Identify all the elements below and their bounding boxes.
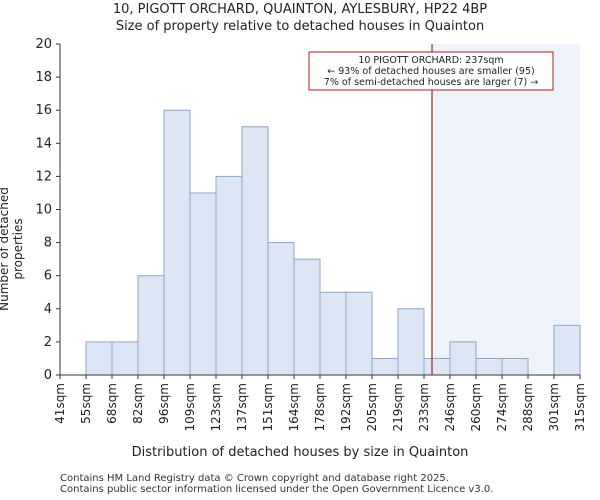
bar [111, 341, 139, 376]
x-tick-label: 55sqm [79, 383, 93, 424]
annotation-line-1: 10 PIGOTT ORCHARD: 237sqm [358, 55, 503, 66]
annotation-box [308, 51, 554, 91]
x-tick-label: 137sqm [235, 383, 249, 431]
y-tick-label: 0 [44, 368, 52, 383]
y-tick-label: 14 [35, 136, 52, 151]
x-tick-label: 96sqm [157, 383, 171, 424]
x-tick-label: 205sqm [365, 383, 379, 431]
bar [241, 126, 269, 376]
bar [319, 291, 347, 376]
x-tick-label: 109sqm [183, 383, 197, 431]
x-tick-label: 288sqm [521, 383, 535, 431]
bar [85, 341, 113, 376]
x-tick-label: 260sqm [469, 383, 483, 431]
bar [371, 357, 399, 376]
y-axis-label: Number of detached properties [0, 187, 25, 311]
bar [475, 357, 503, 376]
x-tick-label: 178sqm [313, 383, 327, 431]
y-tick-label: 8 [44, 236, 52, 251]
highlight-region [432, 44, 580, 375]
bar [423, 357, 451, 376]
annotation-line-3: 7% of semi-detached houses are larger (7… [324, 77, 538, 88]
x-tick-label: 82sqm [131, 383, 145, 424]
chart-subtitle: Size of property relative to detached ho… [115, 19, 485, 34]
bar [449, 341, 477, 376]
bar [397, 308, 425, 376]
footer-line-1: Contains HM Land Registry data © Crown c… [60, 473, 449, 484]
y-tick-label: 20 [35, 37, 52, 52]
footer-line-2: Contains public sector information licen… [60, 484, 494, 495]
y-tick-label: 18 [35, 70, 52, 85]
x-tick-label: 151sqm [261, 383, 275, 431]
x-tick-label: 274sqm [495, 383, 509, 431]
bar [501, 357, 529, 376]
bar [293, 258, 321, 376]
x-tick-label: 164sqm [287, 383, 301, 431]
x-tick-label: 41sqm [53, 383, 67, 424]
y-tick-label: 10 [35, 203, 52, 218]
bar [163, 109, 191, 376]
bar [345, 291, 373, 376]
x-tick-label: 219sqm [391, 383, 405, 431]
annotation-line-2: ← 93% of detached houses are smaller (95… [327, 66, 534, 77]
bar [267, 242, 295, 376]
chart-title: 10, PIGOTT ORCHARD, QUAINTON, AYLESBURY,… [112, 2, 488, 17]
x-tick-label: 192sqm [339, 383, 353, 431]
bar [553, 324, 581, 376]
bar [189, 192, 217, 376]
y-tick-label: 12 [35, 169, 52, 184]
x-tick-label: 233sqm [417, 383, 431, 431]
y-tick-label: 2 [44, 335, 52, 350]
y-tick-label: 6 [44, 269, 52, 284]
x-axis-label: Distribution of detached houses by size … [131, 445, 469, 460]
x-tick-label: 68sqm [105, 383, 119, 424]
plot-area: 0 2 4 6 8 10 12 14 16 18 20 41sqm 55sqm 68sqm 82sqm 96s… [35, 37, 587, 431]
x-tick-label: 246sqm [443, 383, 457, 431]
y-tick-label: 4 [44, 302, 52, 317]
x-tick-label: 301sqm [547, 383, 561, 431]
bar [137, 275, 165, 376]
bar [215, 175, 243, 376]
x-tick-label: 315sqm [573, 383, 587, 431]
y-tick-label: 16 [35, 103, 52, 118]
x-tick-label: 123sqm [209, 383, 223, 431]
